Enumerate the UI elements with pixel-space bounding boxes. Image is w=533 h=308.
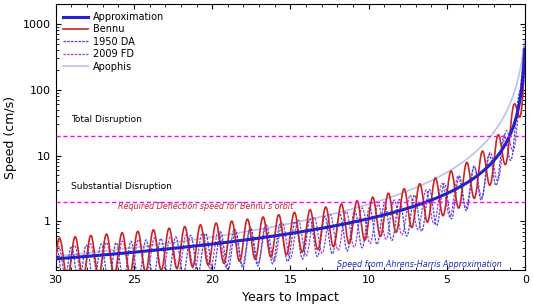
- 1950 DA: [276, 227, 282, 230]
- Approximation: [393, 210, 399, 213]
- 1950 DA: [393, 213, 400, 217]
- Text: Speed from Ahrens-Harris Approximation: Speed from Ahrens-Harris Approximation: [337, 260, 502, 269]
- Apophis: [249, 229, 256, 232]
- Bennu: [52, 257, 59, 261]
- Apophis: [521, 39, 528, 43]
- 1950 DA: [521, 71, 528, 74]
- 1950 DA: [507, 158, 513, 162]
- Bennu: [393, 230, 400, 234]
- Text: Required Deflection speed for Bennu's orbit: Required Deflection speed for Bennu's or…: [118, 202, 294, 211]
- Apophis: [275, 224, 281, 228]
- Approximation: [253, 237, 260, 240]
- Approximation: [249, 237, 256, 241]
- Bennu: [253, 255, 260, 258]
- Line: Apophis: Apophis: [55, 41, 524, 256]
- 2009 FD: [63, 281, 70, 285]
- Legend: Approximation, Bennu, 1950 DA, 2009 FD, Apophis: Approximation, Bennu, 1950 DA, 2009 FD, …: [60, 9, 167, 75]
- 2009 FD: [507, 141, 513, 145]
- 2009 FD: [249, 233, 256, 237]
- Bennu: [249, 248, 256, 252]
- 2009 FD: [521, 44, 528, 48]
- 2009 FD: [52, 256, 59, 260]
- 1950 DA: [253, 261, 260, 265]
- Apophis: [483, 139, 490, 143]
- Approximation: [52, 257, 59, 261]
- Bennu: [507, 128, 513, 132]
- 1950 DA: [249, 235, 256, 239]
- Apophis: [507, 102, 513, 105]
- 2009 FD: [484, 165, 490, 169]
- X-axis label: Years to Impact: Years to Impact: [242, 291, 339, 304]
- Line: Approximation: Approximation: [55, 49, 524, 259]
- 1950 DA: [61, 284, 67, 288]
- 2009 FD: [253, 257, 260, 261]
- 2009 FD: [393, 205, 400, 208]
- 1950 DA: [52, 247, 59, 251]
- Line: Bennu: Bennu: [55, 56, 524, 278]
- 1950 DA: [484, 161, 490, 165]
- Apophis: [393, 193, 399, 197]
- Text: Substantial Disruption: Substantial Disruption: [71, 182, 172, 191]
- Bennu: [484, 172, 490, 175]
- Approximation: [275, 233, 281, 237]
- Approximation: [521, 47, 528, 51]
- Apophis: [253, 228, 260, 232]
- Line: 2009 FD: 2009 FD: [55, 46, 524, 283]
- Bennu: [276, 213, 282, 217]
- 2009 FD: [276, 238, 282, 242]
- Apophis: [52, 254, 59, 258]
- Y-axis label: Speed (cm/s): Speed (cm/s): [4, 96, 17, 179]
- Approximation: [507, 133, 513, 136]
- Bennu: [64, 277, 70, 280]
- Line: 1950 DA: 1950 DA: [55, 72, 524, 286]
- Text: Total Disruption: Total Disruption: [71, 115, 142, 124]
- Approximation: [483, 166, 490, 170]
- Bennu: [521, 54, 528, 58]
